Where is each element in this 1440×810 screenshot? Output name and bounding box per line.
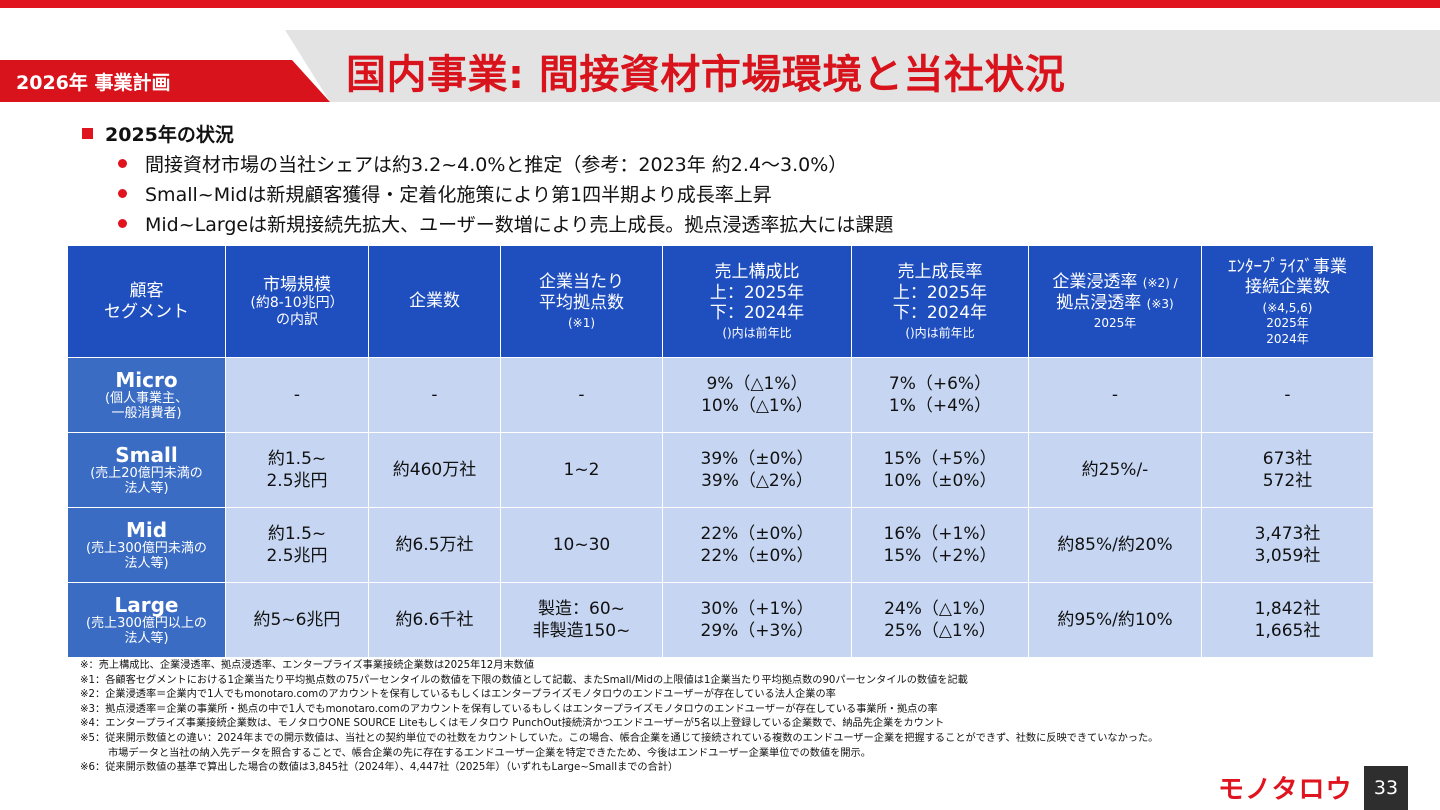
page-title: 国内事業: 間接資材市場環境と当社状況 bbox=[346, 52, 1066, 98]
enterprise-cell: 3,473社 3,059社 bbox=[1201, 507, 1374, 583]
status-item-text: Mid~Largeは新規接続先拡大、ユーザー数増により売上成長。拠点浸透率拡大に… bbox=[145, 213, 894, 236]
header-growth: 売上成長率 上：2025年 下：2024年 ()内は前年比 bbox=[851, 245, 1029, 358]
top-accent-bar bbox=[0, 0, 1440, 8]
footnote: ※4：エンタープライズ事業接続企業数は、モノタロウONE SOURCE Lite… bbox=[80, 718, 945, 730]
avg-sites-cell: 10~30 bbox=[500, 507, 663, 583]
dot-bullet-icon bbox=[118, 218, 127, 228]
avg-sites-cell: 1~2 bbox=[500, 432, 663, 508]
status-item-text: 間接資材市場の当社シェアは約3.2~4.0%と推定（参考：2023年 約2.4～… bbox=[145, 153, 848, 176]
header-segment: 顧客 セグメント bbox=[67, 245, 226, 358]
footnote: ※：売上構成比、企業浸透率、拠点浸透率、エンタープライズ事業接続企業数は2025… bbox=[80, 660, 535, 671]
footnote: ※1：各顧客セグメントにおける1企業当たり平均拠点数の75パーセンタイルの数値を… bbox=[80, 674, 968, 686]
segment-cell: Mid (売上300億円未満の 法人等) bbox=[67, 507, 226, 583]
plan-tag: 2026年 事業計画 bbox=[0, 60, 330, 102]
market-cell: 約1.5~ 2.5兆円 bbox=[225, 507, 369, 583]
penetration-cell: 約95%/約10% bbox=[1028, 582, 1202, 658]
plan-label: 2026年 事業計画 bbox=[16, 72, 171, 94]
header-companies: 企業数 bbox=[368, 245, 501, 358]
growth-cell: 24%（△1%） 25%（△1%） bbox=[851, 582, 1029, 658]
market-cell: 約5~6兆円 bbox=[225, 582, 369, 658]
sales-share-cell: 39%（±0%） 39%（△2%） bbox=[662, 432, 852, 508]
footnotes: ※：売上構成比、企業浸透率、拠点浸透率、エンタープライズ事業接続企業数は2025… bbox=[80, 659, 1158, 776]
footnote: ※2：企業浸透率＝企業内で1人でもmonotaro.comのアカウントを保有して… bbox=[80, 689, 836, 701]
segment-cell: Large (売上300億円以上の 法人等) bbox=[67, 582, 226, 658]
header-sales-share: 売上構成比 上：2025年 下：2024年 ()内は前年比 bbox=[662, 245, 852, 358]
segment-table: 顧客 セグメント 市場規模 (約8-10兆円） の内訳 企業数 企業当たり 平均… bbox=[67, 245, 1374, 658]
growth-cell: 7%（+6%） 1%（+4%） bbox=[851, 357, 1029, 433]
growth-cell: 15%（+5%） 10%（±0%） bbox=[851, 432, 1029, 508]
header-enterprise: ｴﾝﾀｰﾌﾟﾗｲｽﾞ事業 接続企業数 (※4,5,6) 2025年 2024年 bbox=[1201, 245, 1374, 358]
status-item: Small~Midは新規顧客獲得・定着化施策により第1四半期より成長率上昇 bbox=[118, 178, 893, 208]
table-row: Small (売上20億円未満の 法人等) 約1.5~ 2.5兆円 約460万社 … bbox=[67, 432, 1374, 508]
sales-share-cell: 30%（+1%） 29%（+3%） bbox=[662, 582, 852, 658]
table-row: Micro (個人事業主、 一般消費者) - - - 9%（△1%） 10%（△1… bbox=[67, 357, 1374, 433]
table-row: Mid (売上300億円未満の 法人等) 約1.5~ 2.5兆円 約6.5万社 1… bbox=[67, 507, 1374, 583]
sales-share-cell: 22%（±0%） 22%（±0%） bbox=[662, 507, 852, 583]
status-item: 間接資材市場の当社シェアは約3.2~4.0%と推定（参考：2023年 約2.4～… bbox=[118, 148, 893, 178]
avg-sites-cell: 製造：60~ 非製造150~ bbox=[500, 582, 663, 658]
penetration-cell: 約25%/- bbox=[1028, 432, 1202, 508]
sales-share-cell: 9%（△1%） 10%（△1%） bbox=[662, 357, 852, 433]
square-bullet-icon bbox=[82, 127, 93, 139]
header-market: 市場規模 (約8-10兆円） の内訳 bbox=[225, 245, 369, 358]
penetration-cell: - bbox=[1028, 357, 1202, 433]
companies-cell: 約460万社 bbox=[368, 432, 501, 508]
enterprise-cell: - bbox=[1201, 357, 1374, 433]
enterprise-cell: 673社 572社 bbox=[1201, 432, 1374, 508]
footnote: 市場データと当社の納入先データを照合することで、帳合企業の先に存在するエンドユー… bbox=[108, 747, 871, 759]
companies-cell: 約6.6千社 bbox=[368, 582, 501, 658]
market-cell: 約1.5~ 2.5兆円 bbox=[225, 432, 369, 508]
status-heading: 2025年の状況 bbox=[82, 118, 893, 148]
status-list: 間接資材市場の当社シェアは約3.2~4.0%と推定（参考：2023年 約2.4～… bbox=[118, 148, 893, 238]
status-item-text: Small~Midは新規顧客獲得・定着化施策により第1四半期より成長率上昇 bbox=[145, 183, 772, 206]
title-band bbox=[285, 30, 1440, 102]
status-section: 2025年の状況 間接資材市場の当社シェアは約3.2~4.0%と推定（参考：20… bbox=[82, 118, 893, 238]
dot-bullet-icon bbox=[118, 188, 127, 198]
companies-cell: 約6.5万社 bbox=[368, 507, 501, 583]
status-item: Mid~Largeは新規接続先拡大、ユーザー数増により売上成長。拠点浸透率拡大に… bbox=[118, 208, 893, 238]
dot-bullet-icon bbox=[118, 158, 127, 168]
segment-cell: Micro (個人事業主、 一般消費者) bbox=[67, 357, 226, 433]
monotaro-logo: モノタロウ bbox=[1218, 775, 1353, 805]
segment-cell: Small (売上20億円未満の 法人等) bbox=[67, 432, 226, 508]
table-row: Large (売上300億円以上の 法人等) 約5~6兆円 約6.6千社 製造：… bbox=[67, 582, 1374, 658]
growth-cell: 16%（+1%） 15%（+2%） bbox=[851, 507, 1029, 583]
table-header-row: 顧客 セグメント 市場規模 (約8-10兆円） の内訳 企業数 企業当たり 平均… bbox=[67, 245, 1374, 358]
footnote: ※5：従来開示数値との違い：2024年までの開示数値は、当社との契約単位での社数… bbox=[80, 732, 1159, 744]
companies-cell: - bbox=[368, 357, 501, 433]
avg-sites-cell: - bbox=[500, 357, 663, 433]
footnote: ※6：従来開示数値の基準で算出した場合の数値は3,845社（2024年）、4,4… bbox=[80, 762, 679, 774]
market-cell: - bbox=[225, 357, 369, 433]
header-penetration: 企業浸透率 (※2) / 拠点浸透率 (※3) 2025年 bbox=[1028, 245, 1202, 358]
penetration-cell: 約85%/約20% bbox=[1028, 507, 1202, 583]
status-heading-text: 2025年の状況 bbox=[105, 123, 234, 146]
page-number: 33 bbox=[1364, 766, 1408, 810]
footnote: ※3：拠点浸透率＝企業の事業所・拠点の中で1人でもmonotaro.comのアカ… bbox=[80, 703, 938, 715]
header-avg-sites: 企業当たり 平均拠点数 (※1) bbox=[500, 245, 663, 358]
enterprise-cell: 1,842社 1,665社 bbox=[1201, 582, 1374, 658]
